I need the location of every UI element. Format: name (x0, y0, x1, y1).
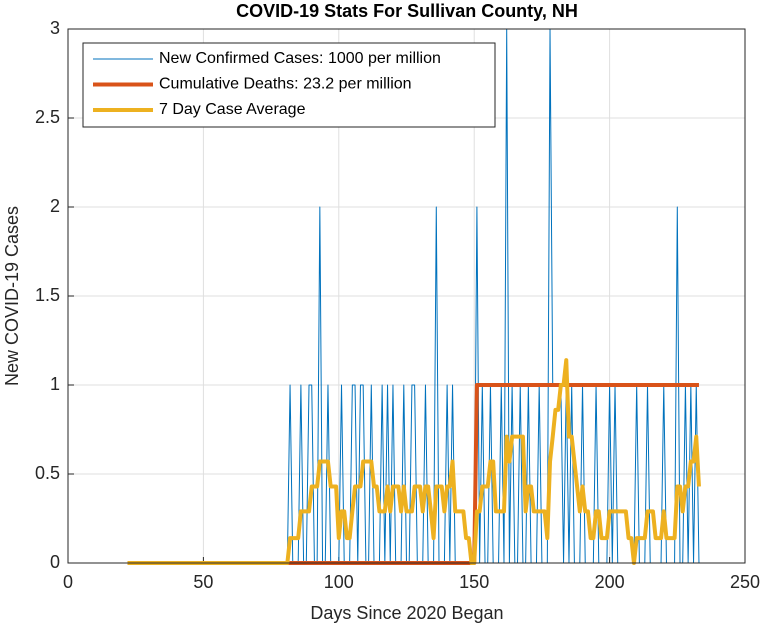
legend-label: Cumulative Deaths: 23.2 per million (159, 76, 412, 93)
chart-title: COVID-19 Stats For Sullivan County, NH (236, 1, 578, 21)
y-tick-label: 3 (50, 18, 60, 38)
y-tick-label: 1 (50, 374, 60, 394)
x-tick-label: 100 (324, 572, 354, 592)
legend-label: New Confirmed Cases: 1000 per million (159, 50, 441, 67)
x-tick-label: 50 (193, 572, 213, 592)
x-tick-label: 0 (63, 572, 73, 592)
x-tick-label: 150 (459, 572, 489, 592)
y-tick-label: 1.5 (35, 285, 60, 305)
x-tick-label: 250 (730, 572, 760, 592)
x-axis-label: Days Since 2020 Began (310, 603, 503, 623)
y-tick-label: 2 (50, 196, 60, 216)
y-axis-label: New COVID-19 Cases (2, 206, 22, 386)
plot-frame (67, 28, 746, 564)
legend-label: 7 Day Case Average (159, 101, 306, 118)
y-tick-label: 0 (50, 552, 60, 572)
y-tick-label: 0.5 (35, 463, 60, 483)
y-tick-label: 2.5 (35, 107, 60, 127)
x-tick-label: 200 (595, 572, 625, 592)
legend: New Confirmed Cases: 1000 per million Cum… (82, 42, 496, 128)
